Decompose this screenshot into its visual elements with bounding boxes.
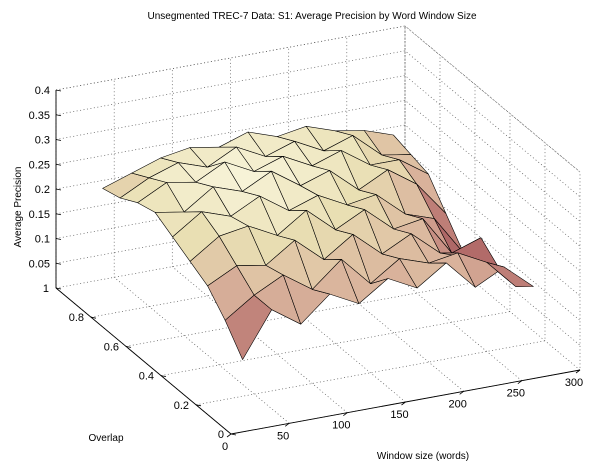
z-tick-label: 0.3 [35, 135, 50, 147]
y-tick-mark [55, 287, 62, 290]
x-tick-label: 300 [565, 377, 583, 389]
x-gridline [171, 68, 348, 413]
y-gridline [230, 172, 581, 435]
y-tick-mark [160, 375, 167, 377]
y-gridline [55, 26, 406, 289]
y-tick-label: 0.2 [174, 400, 189, 412]
z-tick-mark [55, 188, 62, 191]
x-tick-mark [284, 423, 290, 427]
x-tick-label: 150 [390, 409, 408, 421]
y-tick-mark [195, 404, 202, 407]
z-tick-label: 0.2 [35, 184, 50, 196]
y-axis-title: Overlap [88, 433, 123, 444]
y-tick-label: 0.6 [104, 341, 119, 353]
z-tick-mark [55, 213, 62, 216]
x-tick-label: 250 [507, 388, 525, 400]
x-tick-mark [575, 369, 581, 374]
x-tick-label: 100 [332, 420, 350, 432]
tick-layer: 0 50 100 150 200 250 300 0 0.2 0.4 0.6 0.8 1 0.05 0.1 0… [29, 85, 584, 453]
z-tick-label: 0.35 [29, 110, 50, 122]
x-tick-label: 50 [277, 430, 289, 442]
z-tick-label: 0.25 [29, 159, 50, 171]
x-axis-title: Window size (words) [377, 451, 469, 462]
back-top-edge [404, 25, 581, 173]
z-tick-mark [55, 163, 62, 166]
z-tick-mark [55, 139, 62, 141]
y-tick-mark [90, 316, 97, 319]
x-tick-mark [459, 391, 464, 395]
y-axis-line [55, 287, 232, 435]
z-tick-mark [55, 262, 62, 265]
z-tick-label: 0.4 [35, 85, 50, 97]
x-tick-mark [343, 412, 348, 416]
z-tick-label: 0.1 [35, 234, 50, 246]
z-tick-mark [55, 114, 62, 117]
y-tick-label: 0 [218, 429, 224, 441]
y-gridline [160, 113, 511, 376]
z-tick-label: 0.15 [29, 209, 50, 221]
y-tick-label: 0.4 [139, 371, 154, 383]
x-tick-label: 200 [448, 398, 466, 410]
x-tick-mark [226, 433, 232, 438]
y-gridline [195, 142, 546, 406]
chart-title: Unsegmented TREC-7 Data: S1: Average Pre… [147, 11, 476, 22]
y-tick-mark [230, 433, 237, 436]
y-tick-label: 0.8 [69, 312, 84, 324]
z-tick-mark [55, 89, 62, 92]
x-gridline [113, 79, 290, 424]
z-tick-mark [55, 238, 62, 240]
x-tick-mark [517, 380, 523, 384]
z-tick-label: 0.05 [29, 258, 50, 270]
y-gridline [90, 55, 441, 318]
surface-patch [486, 262, 534, 288]
surface-layer [102, 126, 534, 360]
y-tick-mark [125, 346, 132, 348]
z-axis-title: Average Precision [13, 167, 24, 248]
y-gridline [125, 84, 476, 347]
x-tick-mark [401, 401, 406, 406]
y-tick-label: 1 [43, 283, 49, 295]
x-tick-label: 0 [222, 441, 228, 453]
